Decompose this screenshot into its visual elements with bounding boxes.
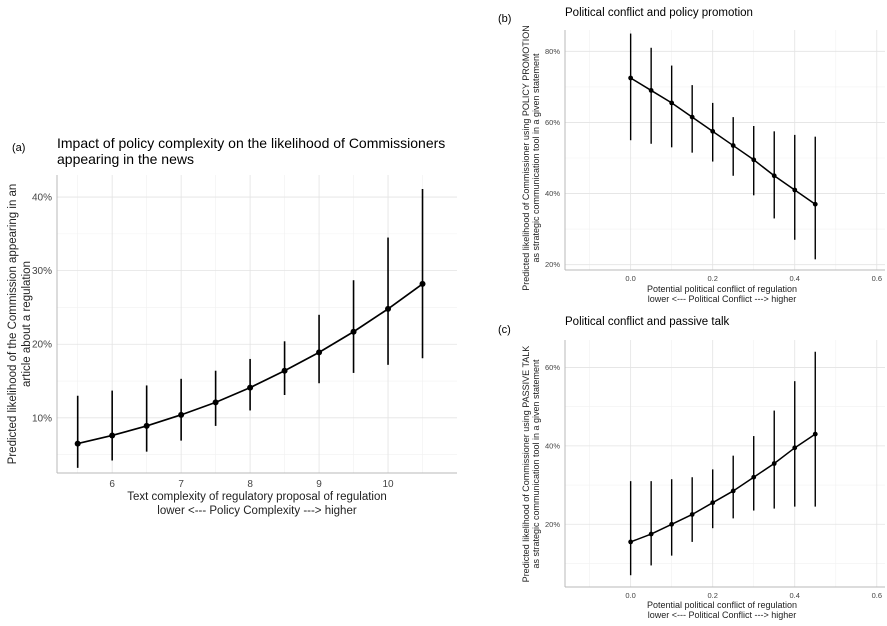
panel-b-data-point [648, 88, 654, 93]
panel-b-data-point [628, 75, 634, 81]
panel-c-title: Political conflict and passive talk [565, 316, 730, 328]
panel-a-x-tick-label: 8 [247, 479, 253, 490]
panel-a-data-point [385, 305, 392, 312]
panel-a-data-point [178, 411, 185, 418]
panel-b-ylabel-line-1: Predicted likelihood of Commissioner usi… [521, 25, 531, 290]
panel-c-ticks: 0.0 0.2 0.4 0.6 20% 40% 60% [545, 363, 882, 600]
panel-c-data-point [648, 531, 654, 537]
panel-c-data-point [710, 500, 716, 506]
panel-a: (a) Impact of policy complexity on the l… [7, 135, 457, 517]
panel-a-data-point [316, 349, 323, 356]
panel-c-data-point [751, 474, 757, 480]
panel-b-xlabel-line-2: lower <--- Political Conflict ---> highe… [648, 294, 797, 304]
panel-a-marks [74, 188, 426, 468]
panel-c-x-tick-label: 0.0 [625, 591, 635, 600]
panel-c-tag: (c) [498, 324, 511, 336]
panel-b-y-tick-label: 60% [545, 118, 560, 127]
panel-c-data-point [628, 539, 634, 545]
panel-a-data-point [109, 432, 116, 439]
panel-b-series-line [630, 77, 816, 205]
panel-b-x-tick-label: 0.6 [872, 274, 882, 283]
panel-b-y-tick-label: 80% [545, 47, 560, 56]
panel-c-data-point [730, 488, 736, 494]
panel-c-y-tick-label: 20% [545, 520, 560, 529]
panel-b: (b) Political conflict and policy promot… [498, 7, 885, 304]
panel-c-x-tick-label: 0.6 [872, 591, 882, 600]
panel-a-title-line-1: Impact of policy complexity on the likel… [57, 135, 445, 151]
panel-b-xlabel-line-1: Potential political conflict of regulati… [647, 284, 797, 294]
panel-b-y-tick-label: 40% [545, 189, 560, 198]
panel-b-data-point [710, 128, 716, 134]
panel-a-x-tick-label: 6 [109, 479, 115, 490]
panel-c-y-tick-label: 60% [545, 363, 560, 372]
panel-c-y-tick-label: 40% [545, 441, 560, 450]
panel-b-data-point [792, 187, 798, 193]
panel-c-x-tick-label: 0.4 [790, 591, 800, 600]
panel-a-xlabel-line-2: lower <--- Policy Complexity ---> higher [157, 505, 357, 517]
panel-c-data-point [771, 461, 777, 466]
panel-a-xlabel-line-1: Text complexity of regulatory proposal o… [127, 491, 387, 503]
panel-a-y-tick-label: 10% [32, 413, 52, 424]
panel-c-marks [628, 351, 818, 576]
panel-a-data-point [350, 328, 357, 335]
panel-c-data-point [792, 445, 798, 451]
panel-b-data-point [689, 114, 695, 120]
panel-c-xlabel-line-1: Potential political conflict of regulati… [647, 600, 797, 610]
panel-c-ylabel-line-1: Predicted likelihood of Commissioner usi… [521, 346, 531, 583]
panel-a-data-point [143, 422, 150, 429]
panel-a-y-tick-label: 30% [32, 266, 52, 277]
panel-b-grid [565, 30, 885, 270]
panel-b-ylabel-line-2: as strategic communication tool in a giv… [531, 53, 541, 263]
panel-b-data-point [730, 143, 736, 148]
panel-c-data-point [812, 431, 818, 437]
panel-a-data-point [281, 367, 288, 374]
panel-c: (c) Political conflict and passive talk … [498, 316, 885, 620]
panel-a-ticks: 6 7 8 9 10 10% 20% 30% 40% [32, 193, 394, 490]
panel-c-grid [565, 340, 885, 587]
panel-c-data-point [689, 512, 695, 517]
panel-a-ylabel-line-1: Predicted likelihood of the Commission a… [7, 184, 19, 465]
panel-c-ylabel-line-2: as strategic communication tool in a giv… [531, 359, 541, 569]
panel-a-data-point [74, 440, 81, 447]
panel-b-x-tick-label: 0.4 [790, 274, 800, 283]
panel-b-title: Political conflict and policy promotion [565, 7, 753, 19]
panel-c-x-tick-label: 0.2 [707, 591, 717, 600]
panel-b-y-tick-label: 20% [545, 260, 560, 269]
panel-a-data-point [212, 399, 219, 406]
panel-b-tag: (b) [498, 13, 511, 25]
panel-a-data-point [247, 384, 254, 391]
panel-b-data-point [751, 157, 757, 163]
panel-b-data-point [669, 100, 675, 106]
panel-b-x-tick-label: 0.0 [625, 274, 635, 283]
panel-a-x-tick-label: 9 [316, 479, 322, 490]
panel-a-x-tick-label: 10 [382, 479, 394, 490]
panel-a-x-tick-label: 7 [178, 479, 184, 490]
panel-c-data-point [669, 521, 675, 527]
panel-a-y-tick-label: 20% [32, 340, 52, 351]
panel-c-series-line [630, 433, 816, 543]
panel-b-data-point [812, 201, 818, 207]
panel-a-grid [57, 175, 457, 473]
panel-b-x-tick-label: 0.2 [707, 274, 717, 283]
panel-a-ylabel-line-2: article about a regulation [21, 261, 33, 387]
panel-b-marks [628, 33, 818, 260]
panel-b-data-point [771, 173, 777, 179]
panel-a-tag: (a) [12, 142, 25, 154]
panel-b-ticks: 0.0 0.2 0.4 0.6 20% 40% 60% 80% [545, 47, 882, 283]
panel-a-y-tick-label: 40% [32, 193, 52, 204]
panel-a-data-point [419, 280, 426, 287]
panel-a-title-line-2: appearing in the news [57, 151, 194, 167]
panel-c-xlabel-line-2: lower <--- Political Conflict ---> highe… [648, 610, 797, 620]
